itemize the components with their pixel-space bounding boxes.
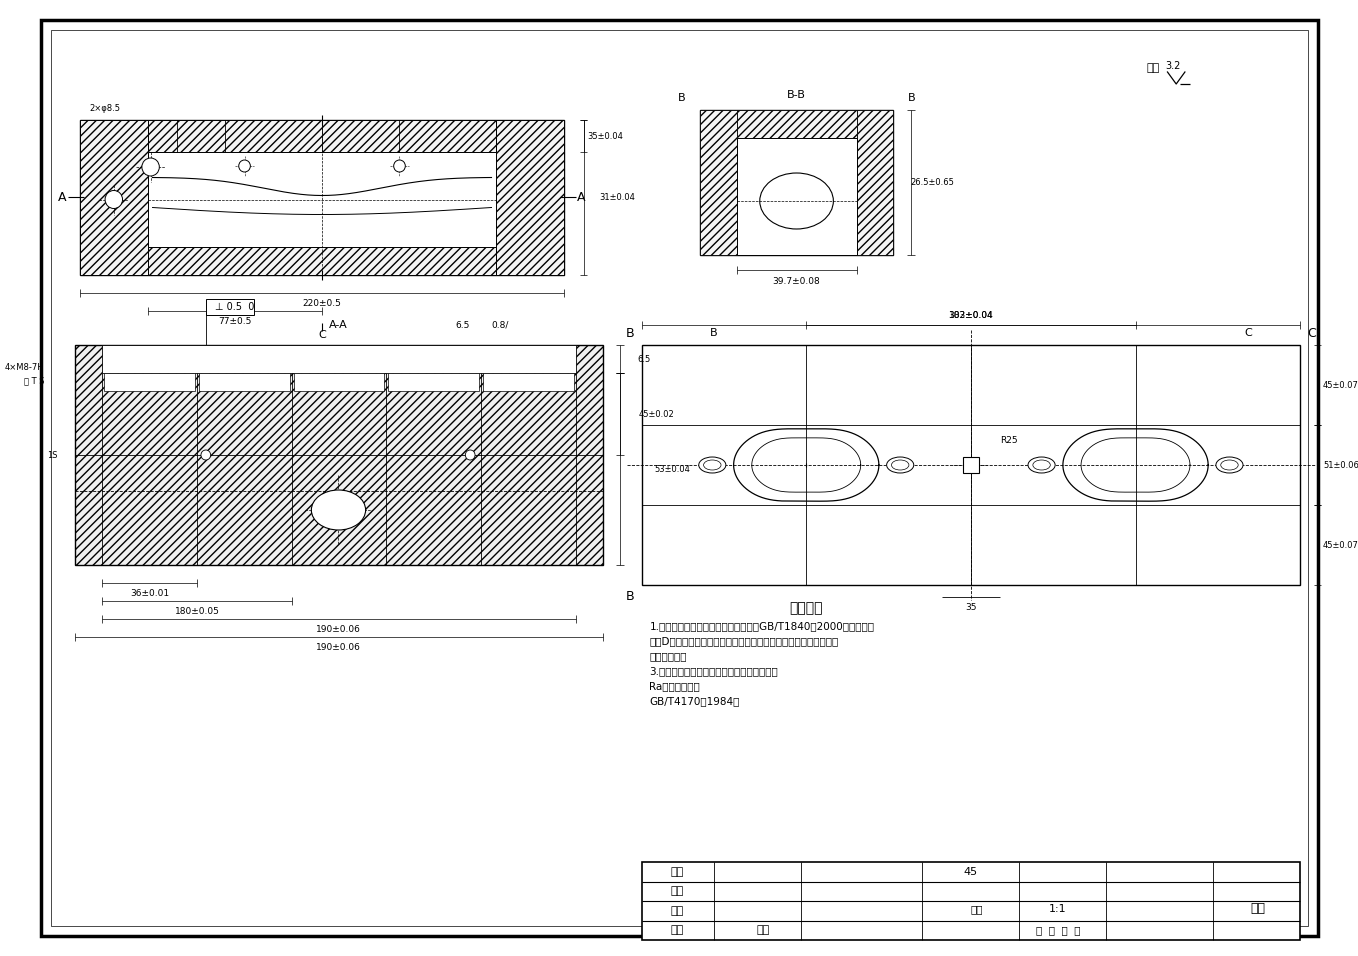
Text: 35: 35 (966, 602, 976, 612)
Text: B: B (626, 327, 634, 339)
Text: Ra（其他按）；: Ra（其他按）； (649, 681, 701, 691)
Ellipse shape (1033, 460, 1050, 470)
Text: 技术要求: 技术要求 (789, 601, 823, 615)
Bar (80, 120, 564, 275)
Text: 其余: 其余 (1146, 63, 1160, 73)
Text: 26.5±0.65: 26.5±0.65 (910, 178, 955, 186)
Bar (148, 152, 496, 247)
Bar (75, 345, 603, 565)
Text: 45±0.07: 45±0.07 (1323, 380, 1358, 389)
Circle shape (141, 158, 159, 176)
Text: 6.5: 6.5 (637, 355, 650, 363)
Ellipse shape (699, 457, 727, 473)
Text: 45: 45 (964, 867, 978, 877)
Text: 183±0.04: 183±0.04 (948, 311, 993, 319)
Text: 45±0.02: 45±0.02 (638, 409, 674, 419)
Bar (148, 120, 496, 152)
Ellipse shape (891, 460, 909, 470)
Text: 1.零件图中未注公差尺寸的极限偏差按GB/T1840－2000中的有关规: 1.零件图中未注公差尺寸的极限偏差按GB/T1840－2000中的有关规 (649, 621, 875, 631)
Text: ⊥ 0.5  0: ⊥ 0.5 0 (216, 302, 255, 312)
Text: 4×M8-7H: 4×M8-7H (4, 362, 43, 372)
Text: 6.5: 6.5 (455, 320, 470, 330)
Text: A: A (577, 190, 585, 204)
Text: R25: R25 (999, 436, 1017, 445)
Text: 共  张  第  张: 共 张 第 张 (1036, 925, 1081, 935)
Bar (857, 110, 894, 255)
Text: 3.凹模成型表面及分流道表面的表面粗糙度为: 3.凹模成型表面及分流道表面的表面粗糙度为 (649, 666, 778, 676)
Text: 校核: 校核 (671, 886, 684, 897)
Text: 3.2: 3.2 (1165, 61, 1181, 71)
Text: 前 T S: 前 T S (23, 377, 43, 385)
Text: 位自行决定；: 位自行决定； (649, 651, 687, 661)
Text: B: B (626, 591, 634, 603)
Ellipse shape (311, 490, 365, 530)
Bar (293, 373, 384, 391)
Ellipse shape (887, 457, 914, 473)
Text: B: B (909, 93, 915, 103)
Bar (699, 110, 736, 255)
Bar (496, 120, 564, 275)
Bar (388, 373, 479, 391)
Text: 39.7±0.08: 39.7±0.08 (773, 276, 820, 286)
Text: 220±0.5: 220±0.5 (303, 298, 341, 308)
Circle shape (239, 160, 250, 172)
Text: 77±0.5: 77±0.5 (219, 316, 251, 325)
Text: 比例: 比例 (971, 903, 983, 914)
Circle shape (201, 450, 210, 460)
Text: A: A (58, 190, 67, 204)
Bar (483, 373, 574, 391)
Circle shape (466, 450, 475, 460)
Text: 2×φ8.5: 2×φ8.5 (90, 103, 121, 113)
Text: 31±0.04: 31±0.04 (599, 192, 636, 202)
Text: GB/T4170－1984。: GB/T4170－1984。 (649, 696, 740, 706)
Text: 凹模: 凹模 (1251, 902, 1266, 915)
Text: 35±0.04: 35±0.04 (587, 132, 623, 141)
Text: 45±0.07: 45±0.07 (1323, 540, 1358, 550)
Circle shape (105, 190, 122, 208)
Text: 班级: 班级 (671, 925, 684, 935)
Bar (699, 110, 894, 255)
Circle shape (394, 160, 405, 172)
Ellipse shape (1221, 460, 1238, 470)
Bar (641, 345, 1300, 585)
Text: B-B: B-B (788, 90, 807, 100)
Text: 51±0.06: 51±0.06 (1323, 461, 1358, 469)
Ellipse shape (1028, 457, 1055, 473)
Text: 0.8/: 0.8/ (492, 320, 509, 330)
Text: 1:1: 1:1 (1050, 903, 1067, 914)
Text: B: B (678, 93, 686, 103)
Text: 302±0.04: 302±0.04 (949, 311, 993, 319)
Text: 设计: 设计 (671, 867, 684, 877)
Bar (148, 247, 496, 275)
Bar (641, 862, 1300, 940)
Bar (105, 373, 196, 391)
Ellipse shape (1215, 457, 1243, 473)
Ellipse shape (703, 460, 721, 470)
Text: 190±0.06: 190±0.06 (316, 642, 361, 651)
Text: C: C (1244, 328, 1252, 338)
Bar (736, 110, 857, 138)
Text: 190±0.06: 190±0.06 (316, 624, 361, 634)
Bar (963, 457, 979, 473)
Text: C: C (318, 330, 326, 340)
Text: B: B (709, 328, 717, 338)
Text: C: C (1308, 327, 1316, 339)
Text: 审核: 审核 (671, 905, 684, 916)
Text: 1S: 1S (48, 450, 57, 460)
Text: A-A: A-A (329, 320, 348, 330)
Bar (102, 345, 576, 373)
Text: 定以D为基准的直角相邻两面，应作出明显标记，标记方法由承制单: 定以D为基准的直角相邻两面，应作出明显标记，标记方法由承制单 (649, 636, 839, 646)
Bar (198, 373, 289, 391)
Bar (206, 299, 254, 315)
Bar (80, 120, 148, 275)
Text: 36±0.01: 36±0.01 (130, 589, 170, 598)
Text: 学号: 学号 (756, 925, 769, 935)
Text: 180±0.05: 180±0.05 (174, 606, 220, 616)
Bar (736, 138, 857, 255)
Text: 53±0.04: 53±0.04 (655, 465, 690, 473)
